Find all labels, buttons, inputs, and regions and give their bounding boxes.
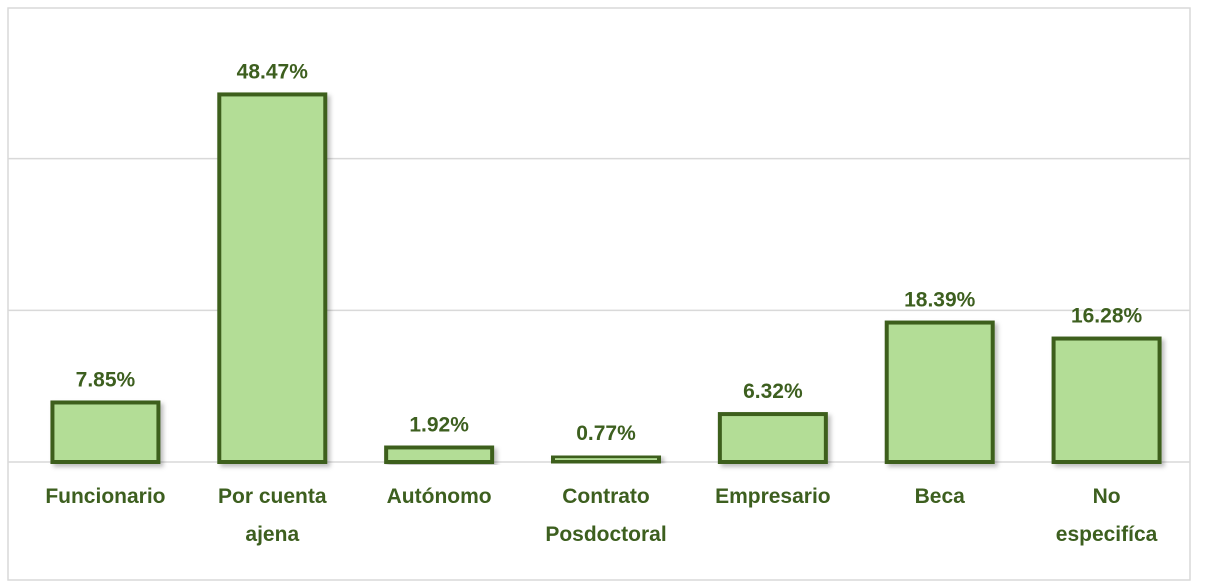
bar — [551, 454, 661, 464]
bar — [50, 400, 161, 464]
bar — [1051, 336, 1162, 464]
value-label: 1.92% — [409, 413, 469, 436]
value-label: 0.77% — [576, 422, 636, 445]
value-label: 18.39% — [904, 289, 976, 312]
frame — [7, 7, 1191, 581]
bar — [717, 412, 828, 464]
value-label: 16.28% — [1071, 305, 1143, 328]
x-tick-label: Funcionario — [45, 485, 166, 508]
x-tick-label: Beca — [914, 485, 965, 508]
bar — [217, 92, 328, 465]
x-tick-label: Contrato Posdoctoral — [545, 485, 667, 546]
x-tick-label: Autónomo — [386, 485, 492, 508]
x-tick-label: No especifíca — [1055, 485, 1158, 546]
value-label: 7.85% — [76, 368, 136, 391]
bar — [384, 445, 495, 465]
x-tick-label: Empresario — [715, 485, 831, 508]
value-label: 6.32% — [743, 380, 803, 403]
value-label: 48.47% — [237, 60, 309, 83]
bar — [884, 320, 995, 465]
x-tick-label: Por cuenta ajena — [218, 485, 327, 546]
